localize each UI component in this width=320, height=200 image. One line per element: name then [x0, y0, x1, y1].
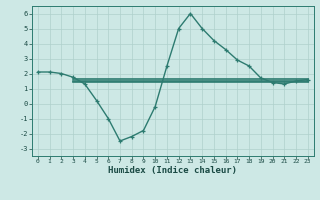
X-axis label: Humidex (Indice chaleur): Humidex (Indice chaleur)	[108, 166, 237, 175]
